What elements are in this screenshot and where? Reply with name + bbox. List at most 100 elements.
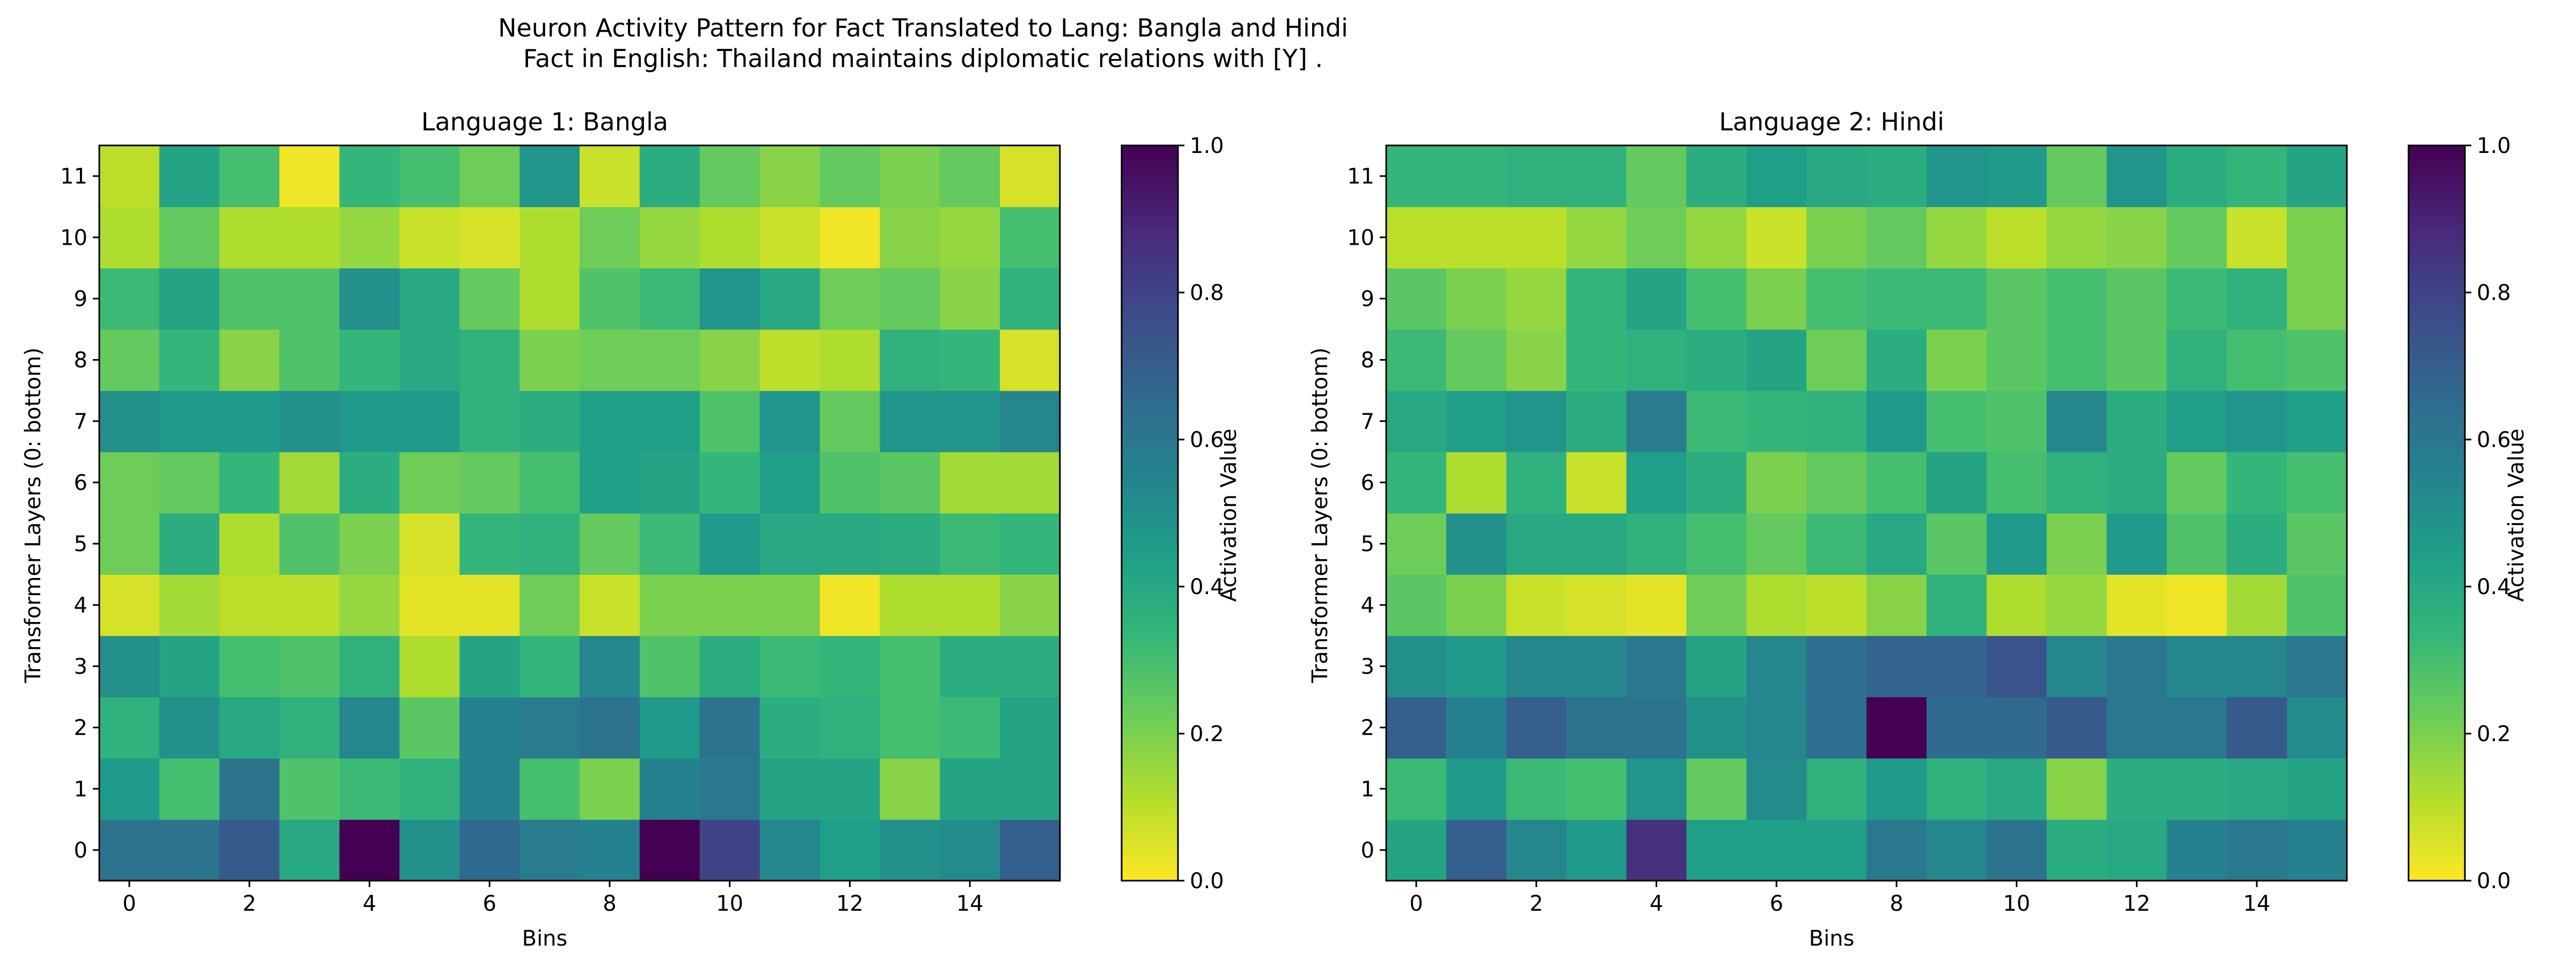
heatmap-cell xyxy=(339,697,400,759)
colorbar-segment xyxy=(1122,535,1178,539)
heatmap-panel-bangla: Language 1: Bangla 0 2 4 6 8 10 12 14 012345678… xyxy=(21,107,1241,951)
colorbar-segment xyxy=(2409,380,2465,385)
colorbar-segment xyxy=(2409,167,2465,172)
heatmap-cell xyxy=(580,697,640,759)
heatmap-cell xyxy=(459,145,520,207)
heatmap-cell xyxy=(1926,145,1987,207)
heatmap-cell xyxy=(880,145,941,207)
colorbar-segment xyxy=(1122,590,1178,595)
heatmap-cell xyxy=(1566,697,1627,759)
heatmap-cell xyxy=(1626,697,1687,759)
colorbar-segment xyxy=(1122,663,1178,668)
heatmap-cell xyxy=(940,513,1000,575)
colorbar-segment xyxy=(2409,476,2465,481)
colorbar-segment xyxy=(2409,347,2465,352)
heatmap-cell xyxy=(2167,574,2228,636)
heatmap-cell xyxy=(1926,635,1987,698)
heatmap-cell xyxy=(1867,819,1927,881)
heatmap-cell xyxy=(1867,207,1927,269)
colorbar-segment xyxy=(2409,844,2465,848)
heatmap-cell xyxy=(1000,390,1060,452)
heatmap-cell xyxy=(1746,390,1807,452)
colorbar-segment xyxy=(1122,384,1178,389)
colorbar-segment xyxy=(1122,263,1178,267)
heatmap-cell xyxy=(1686,207,1747,269)
heatmap-cell xyxy=(940,819,1000,881)
colorbar-segment xyxy=(1122,851,1178,855)
heatmap-cell xyxy=(1686,697,1747,759)
colorbar-segment xyxy=(2409,572,2465,576)
y-tick-label: 3 xyxy=(1361,654,1374,679)
heatmap-title: Language 2: Hindi xyxy=(1719,107,1944,136)
heatmap-cell xyxy=(2046,635,2107,698)
colorbar-tick-label: 1.0 xyxy=(2477,134,2511,158)
heatmap-cell xyxy=(880,697,941,759)
colorbar-tick-label: 0.4 xyxy=(1190,575,1224,599)
colorbar-segment xyxy=(1122,579,1178,583)
colorbar-segment xyxy=(2409,675,2465,679)
heatmap-cell xyxy=(2287,574,2347,636)
x-axis-ticks: 0 2 4 6 8 10 12 14 xyxy=(122,881,984,916)
colorbar-segment xyxy=(2409,329,2465,334)
heatmap-cell xyxy=(759,268,821,330)
colorbar-segment xyxy=(1122,299,1178,304)
heatmap-cell xyxy=(580,451,640,514)
colorbar-segment xyxy=(1122,627,1178,631)
colorbar-segment xyxy=(1122,609,1178,613)
colorbar-segment xyxy=(1122,333,1178,337)
heatmap-cell xyxy=(1386,390,1447,452)
heatmap-cell xyxy=(1746,697,1807,759)
colorbar-segment xyxy=(2409,450,2465,455)
colorbar-segment xyxy=(2409,609,2465,613)
heatmap-cell xyxy=(1566,635,1627,698)
colorbar-segment xyxy=(2409,428,2465,433)
heatmap-cell xyxy=(1506,207,1567,269)
heatmap-cell xyxy=(519,329,580,391)
heatmap-cell xyxy=(580,390,640,452)
colorbar-segment xyxy=(1122,550,1178,554)
colorbar-segment xyxy=(1122,744,1178,749)
heatmap-cell xyxy=(2106,758,2168,820)
colorbar-segment xyxy=(2409,311,2465,315)
colorbar-segment xyxy=(2409,307,2465,312)
heatmap-cell xyxy=(1566,574,1627,636)
heatmap-cell xyxy=(1506,758,1567,820)
heatmap-cell xyxy=(940,697,1000,759)
heatmap-cell xyxy=(1566,513,1627,575)
colorbar-segment xyxy=(2409,366,2465,370)
heatmap-cell xyxy=(1566,145,1627,207)
colorbar-label: Activation Value xyxy=(2504,429,2529,602)
colorbar-segment xyxy=(1122,575,1178,580)
colorbar-segment xyxy=(2409,538,2465,543)
heatmap-cell xyxy=(459,697,520,759)
heatmap-cell xyxy=(1446,697,1507,759)
heatmap-cell xyxy=(819,451,881,514)
colorbar-segment xyxy=(1122,796,1178,801)
heatmap-cell xyxy=(880,513,941,575)
heatmap-cell xyxy=(339,451,400,514)
heatmap-cell xyxy=(819,207,881,269)
heatmap-cell xyxy=(279,697,340,759)
heatmap-cell xyxy=(219,697,280,759)
colorbar-segment xyxy=(1122,583,1178,587)
colorbar-segment xyxy=(1122,781,1178,786)
y-tick-label: 0 xyxy=(1361,838,1374,863)
colorbar-segment xyxy=(2409,730,2465,734)
heatmap-cell xyxy=(580,574,640,636)
colorbar-tick-label: 0.8 xyxy=(1190,281,1224,305)
colorbar-segment xyxy=(2409,873,2465,877)
colorbar-segment xyxy=(2409,248,2465,253)
heatmap-cell xyxy=(1746,513,1807,575)
colorbar-segment xyxy=(1122,388,1178,392)
heatmap-cell xyxy=(459,207,520,269)
heatmap-cell xyxy=(519,145,580,207)
heatmap-cell xyxy=(339,268,400,330)
colorbar-segment xyxy=(1122,373,1178,378)
colorbar-segment xyxy=(1122,564,1178,569)
heatmap-cell xyxy=(699,635,760,698)
colorbar-tick-label: 0.2 xyxy=(2477,722,2511,747)
colorbar-segment xyxy=(1122,380,1178,385)
colorbar-segment xyxy=(1122,440,1178,444)
heatmap-cell xyxy=(699,451,760,514)
colorbar-segment xyxy=(1122,645,1178,650)
